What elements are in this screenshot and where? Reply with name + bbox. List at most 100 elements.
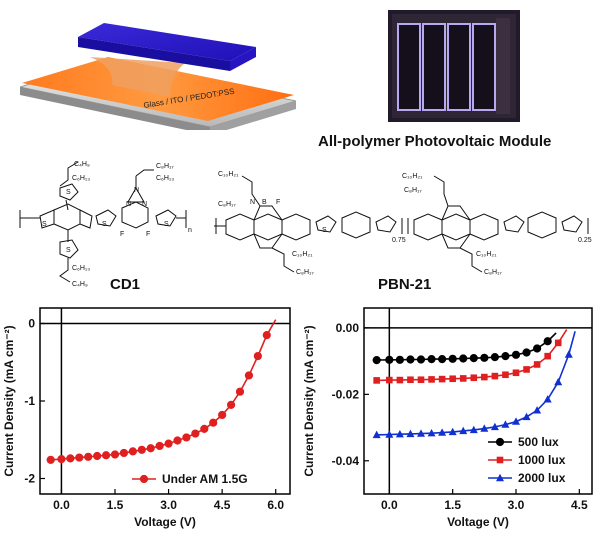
y-tick-label: -0.04	[332, 454, 360, 468]
data-point	[173, 436, 182, 445]
data-point	[438, 428, 447, 436]
data-point	[244, 371, 254, 380]
data-point	[155, 441, 164, 451]
data-point	[57, 455, 66, 464]
module-cell-1	[397, 23, 421, 111]
pbn-group-c10h21-1: C₁₀H₂₁	[218, 171, 239, 178]
jv-chart-am15g: 0.0 1.5 3.0 4.5 6.0 0 -1 -2 Voltage (V) Current D…	[2, 307, 291, 529]
module-caption: All-polymer Photovoltaic Module	[318, 133, 552, 150]
data-point	[490, 422, 499, 431]
cd1-group-c4h9-top: C₄H₉	[74, 161, 90, 168]
data-point	[459, 375, 467, 382]
data-point	[533, 344, 542, 353]
data-point	[554, 339, 562, 347]
data-point	[564, 350, 573, 358]
plot-frame	[39, 307, 291, 495]
pbn-group-c8h17-3: C₈H₁₇	[404, 187, 422, 194]
data-point	[93, 451, 102, 461]
data-point	[191, 429, 200, 438]
data-point	[533, 406, 542, 414]
y-tick-label: -2	[24, 472, 35, 486]
cd1-group-c6h13-top: C₆H₁₃	[72, 175, 90, 182]
electrode-bridge-shade	[90, 57, 185, 97]
data-point	[448, 427, 457, 436]
data-point	[523, 366, 530, 373]
module-cell-2	[422, 23, 446, 111]
legend-label-1: 1000 lux	[518, 453, 566, 467]
data-point	[128, 447, 137, 456]
pbn-group-c8h17-4: C₈H₁₇	[484, 269, 502, 276]
data-point	[75, 453, 84, 462]
x-tick-label: 1.5	[107, 498, 124, 512]
pbn-group-c8h17-1: C₈H₁₇	[218, 201, 236, 208]
x-tick-label: 0.0	[53, 498, 70, 512]
device-schematic: Glass / ITO / PEDOT:PSS	[20, 23, 297, 130]
data-point	[543, 337, 552, 346]
x-tick-label: 4.5	[571, 498, 588, 512]
y-tick-label: -0.02	[332, 387, 360, 401]
data-point	[501, 420, 510, 428]
data-point	[501, 352, 510, 361]
data-point	[164, 439, 173, 448]
series-line-2	[376, 331, 576, 436]
data-point	[385, 430, 394, 438]
pbn-group-c10h21-3: C₁₀H₂₁	[402, 173, 423, 180]
top-electrode	[78, 23, 256, 61]
pbn-atom-b: B	[262, 199, 267, 206]
pbn21-label: PBN-21	[378, 276, 432, 293]
data-point	[491, 372, 499, 380]
legend-marker-2	[496, 473, 504, 482]
data-point	[373, 377, 380, 384]
data-point	[182, 433, 191, 442]
data-point	[554, 377, 563, 386]
data-point	[469, 425, 478, 434]
data-point	[395, 430, 404, 438]
cd1-atom-n2: N	[134, 187, 139, 194]
data-point	[262, 331, 271, 340]
x-tick-label: 0.0	[381, 498, 398, 512]
cd1-atom-n1: N	[126, 201, 131, 208]
data-point	[253, 351, 262, 361]
data-point	[146, 444, 155, 453]
data-point	[427, 429, 436, 437]
cd1-group-c6h13-right: C₆H₁₃	[156, 175, 174, 182]
pbn-atom-n: N	[250, 199, 255, 206]
data-point	[101, 451, 111, 460]
data-point	[119, 448, 129, 458]
module-cell-4	[472, 23, 496, 111]
data-point	[406, 429, 415, 438]
legend-label-0: Under AM 1.5G	[162, 472, 248, 486]
data-point	[511, 350, 521, 359]
data-point	[372, 356, 381, 365]
data-point	[522, 348, 531, 357]
cd1-atom-s3: S	[102, 221, 107, 228]
module-photo	[388, 10, 520, 122]
data-point	[200, 424, 209, 433]
jv-chart-lux: 0.0 1.5 3.0 4.5 0.00 -0.02 -0.04 Voltage (V) Cur…	[302, 307, 593, 529]
x-tick-label: 3.0	[160, 498, 177, 512]
legend-marker-1	[496, 456, 504, 464]
data-point	[449, 375, 456, 383]
pbn-atom-f: F	[276, 199, 280, 206]
x-tick-label: 6.0	[267, 498, 284, 512]
data-point	[438, 375, 446, 383]
data-point	[395, 355, 404, 364]
data-point	[480, 353, 489, 362]
data-point	[218, 410, 227, 420]
data-point	[448, 354, 457, 363]
cd1-atom-s1: S	[66, 189, 71, 196]
x-tick-label: 1.5	[444, 498, 461, 512]
x-tick-label: 3.0	[508, 498, 525, 512]
plot-frame	[363, 307, 593, 495]
data-point	[544, 352, 551, 360]
y-tick-label: -1	[24, 394, 35, 408]
data-point	[481, 373, 488, 381]
pbn-subscript-075: 0.75	[392, 237, 406, 244]
data-point	[533, 361, 541, 368]
data-point	[417, 429, 425, 437]
data-point	[406, 355, 415, 364]
data-point	[428, 376, 435, 383]
y-tick-label: 0	[28, 317, 35, 331]
pbn-group-c8h17-2: C₈H₁₇	[296, 269, 314, 276]
legend-label-0: 500 lux	[518, 435, 559, 449]
